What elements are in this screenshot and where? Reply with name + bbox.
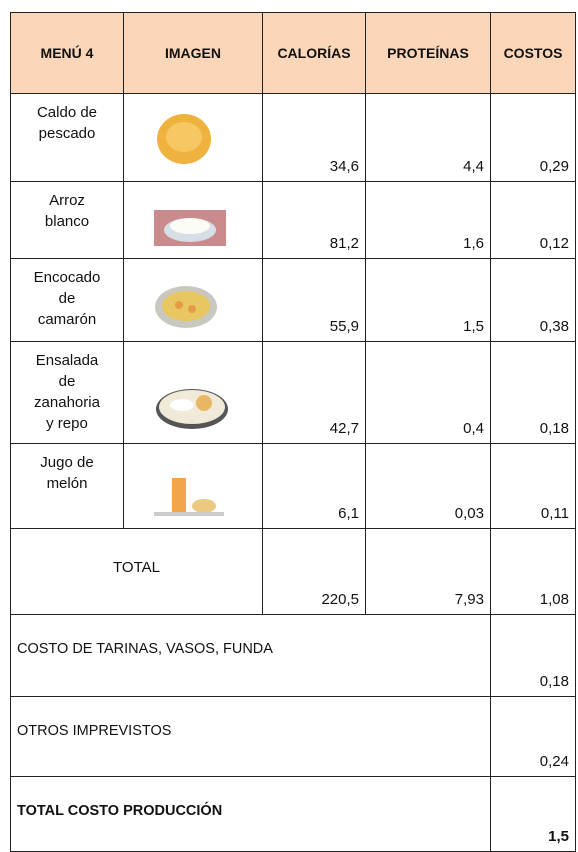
image-cell xyxy=(123,258,263,342)
total-value: 1,08 xyxy=(539,591,569,608)
value-cell: 81,2 xyxy=(262,181,366,259)
value-cell: 0,11 xyxy=(490,443,576,529)
header-cell: CALORÍAS xyxy=(262,12,366,94)
header-row: MENÚ 4 IMAGEN CALORÍAS PROTEÍNAS COSTOS xyxy=(10,12,576,94)
value-cell: 1,5 xyxy=(365,258,491,342)
extra-row: COSTO DE TARINAS, VASOS, FUNDA 0,18 xyxy=(10,614,576,697)
extra-label: TOTAL COSTO PRODUCCIÓN xyxy=(17,803,223,819)
header-cell: IMAGEN xyxy=(123,12,263,94)
header-cell: COSTOS xyxy=(490,12,576,94)
extra-label-cell: COSTO DE TARINAS, VASOS, FUNDA xyxy=(10,614,491,697)
cell-value: 81,2 xyxy=(329,235,359,252)
dish-name: Encocado de camarón xyxy=(33,269,101,328)
extra-value-cell: 1,5 xyxy=(490,776,576,852)
food-image xyxy=(154,210,226,250)
cell-value: 0,38 xyxy=(539,318,569,335)
extra-label-cell: OTROS IMPREVISTOS xyxy=(10,696,491,777)
extra-label-cell: TOTAL COSTO PRODUCCIÓN xyxy=(10,776,491,852)
extra-row: TOTAL COSTO PRODUCCIÓN 1,5 xyxy=(10,776,576,852)
value-cell: 1,6 xyxy=(365,181,491,259)
value-cell: 0,03 xyxy=(365,443,491,529)
extra-value-cell: 0,18 xyxy=(490,614,576,697)
name-cell: Ensalada de zanahoria y repo xyxy=(10,341,124,444)
image-cell xyxy=(123,181,263,259)
dish-name: Arroz blanco xyxy=(44,192,90,230)
cell-value: 6,1 xyxy=(338,505,359,522)
total-label: TOTAL xyxy=(113,559,160,576)
cell-value: 34,6 xyxy=(329,158,359,175)
food-image xyxy=(154,476,224,520)
name-cell: Caldo de pescado xyxy=(10,93,124,182)
total-row: TOTAL 220,5 7,93 1,08 xyxy=(10,528,576,615)
value-cell: 42,7 xyxy=(262,341,366,444)
extra-label: COSTO DE TARINAS, VASOS, FUNDA xyxy=(17,641,273,657)
cell-value: 55,9 xyxy=(329,318,359,335)
total-value: 7,93 xyxy=(454,591,484,608)
total-cell: 1,08 xyxy=(490,528,576,615)
total-value: 220,5 xyxy=(321,591,359,608)
table-row: Caldo de pescado 34,6 4,4 0,29 xyxy=(10,93,576,182)
image-cell xyxy=(123,443,263,529)
food-image xyxy=(154,377,230,435)
food-image xyxy=(154,109,214,173)
dish-name: Jugo de melón xyxy=(40,454,94,492)
value-cell: 34,6 xyxy=(262,93,366,182)
extra-value-cell: 0,24 xyxy=(490,696,576,777)
table-row: Encocado de camarón 55,9 1,5 0,38 xyxy=(10,258,576,342)
name-cell: Encocado de camarón xyxy=(10,258,124,342)
cell-value: 0,18 xyxy=(539,420,569,437)
value-cell: 0,29 xyxy=(490,93,576,182)
value-cell: 0,38 xyxy=(490,258,576,342)
cell-value: 0,03 xyxy=(454,505,484,522)
image-cell xyxy=(123,341,263,444)
extra-value: 0,24 xyxy=(539,753,569,770)
extra-row: OTROS IMPREVISTOS 0,24 xyxy=(10,696,576,777)
header-cell: PROTEÍNAS xyxy=(365,12,491,94)
header-cell: MENÚ 4 xyxy=(10,12,124,94)
table-row: Jugo de melón 6,1 0,03 0,11 xyxy=(10,443,576,529)
cell-value: 4,4 xyxy=(463,158,484,175)
dish-name: Caldo de pescado xyxy=(36,104,98,142)
cell-value: 42,7 xyxy=(329,420,359,437)
cell-value: 0,12 xyxy=(539,235,569,252)
total-cell: 220,5 xyxy=(262,528,366,615)
image-cell xyxy=(123,93,263,182)
extra-value: 0,18 xyxy=(539,673,569,690)
food-image xyxy=(154,283,218,333)
table-row: Ensalada de zanahoria y repo 42,7 0,4 0,18 xyxy=(10,341,576,444)
cell-value: 0,4 xyxy=(463,420,484,437)
extra-label: OTROS IMPREVISTOS xyxy=(17,723,172,739)
cell-value: 0,29 xyxy=(539,158,569,175)
value-cell: 0,4 xyxy=(365,341,491,444)
cell-value: 0,11 xyxy=(540,505,569,522)
table-row: Arroz blanco 81,2 1,6 0,12 xyxy=(10,181,576,259)
value-cell: 4,4 xyxy=(365,93,491,182)
name-cell: Arroz blanco xyxy=(10,181,124,259)
dish-name: Ensalada de zanahoria y repo xyxy=(34,352,100,432)
menu-table: MENÚ 4 IMAGEN CALORÍAS PROTEÍNAS COSTOS … xyxy=(10,12,576,852)
total-label-cell: TOTAL xyxy=(10,528,263,615)
value-cell: 6,1 xyxy=(262,443,366,529)
value-cell: 55,9 xyxy=(262,258,366,342)
extra-value: 1,5 xyxy=(548,828,569,845)
cell-value: 1,5 xyxy=(463,318,484,335)
name-cell: Jugo de melón xyxy=(10,443,124,529)
table-body: Caldo de pescado 34,6 4,4 0,29 Arroz blanco 8… xyxy=(10,93,576,852)
total-cell: 7,93 xyxy=(365,528,491,615)
cell-value: 1,6 xyxy=(463,235,484,252)
value-cell: 0,12 xyxy=(490,181,576,259)
value-cell: 0,18 xyxy=(490,341,576,444)
